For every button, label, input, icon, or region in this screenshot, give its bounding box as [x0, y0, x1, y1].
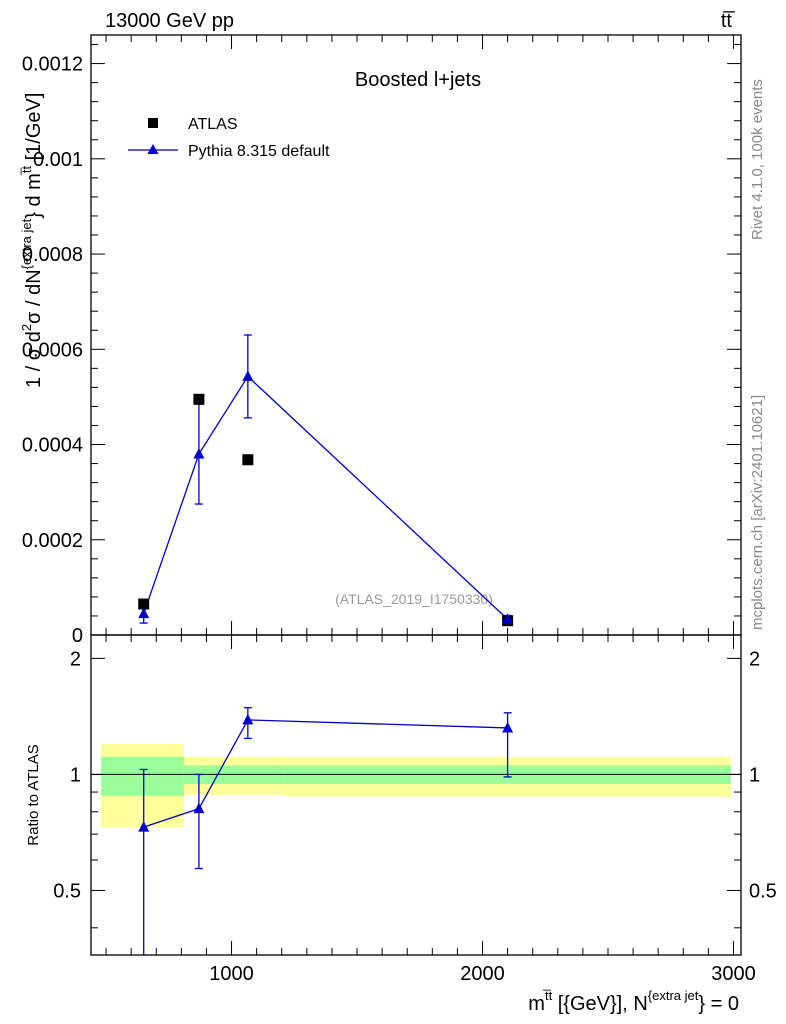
ratio-pythia-line	[143, 719, 508, 828]
ratio-pythia-point	[193, 802, 205, 814]
atlas-point	[242, 454, 254, 466]
main-y-label-p4: [1/GeV]	[23, 93, 45, 166]
main-y-tick-label: 0.0002	[22, 530, 83, 552]
ratio-pythia-point	[502, 721, 514, 733]
ratio-y-tick-label-left: 2	[70, 648, 81, 670]
main-y-tick-label: 0.0004	[22, 435, 83, 457]
ratio-y-tick-label-left: 1	[70, 764, 81, 786]
main-y-label: 1 / σ d2σ / dN{extra jet} d mt̅t [1/GeV]	[19, 93, 45, 388]
pythia-point	[138, 607, 150, 619]
legend-atlas-marker	[148, 118, 158, 128]
legend-atlas-label: ATLAS	[188, 116, 238, 133]
main-y-tick-label: 0	[72, 625, 83, 647]
main-y-tick-label: 0.0008	[22, 244, 83, 266]
atlas-point	[138, 598, 150, 610]
ratio-bands	[91, 743, 741, 828]
ratio-y-tick-label-right: 2	[749, 648, 760, 670]
main-y-label-p3-sup: t̅t	[19, 166, 34, 176]
main-title: Boosted l+jets	[355, 69, 481, 91]
x-tick-label: 2000	[460, 963, 505, 985]
analysis-label: (ATLAS_2019_I1750330)	[335, 591, 493, 607]
rivet-label: Rivet 4.1.0, 100k events	[749, 79, 766, 240]
pythia-point	[193, 448, 205, 459]
pythia-line	[143, 375, 509, 620]
main-y-ticks: 0 0.0002 0.0004 0.0006 0.0008 0.001 0.0012	[22, 35, 741, 647]
ratio-frame	[90, 634, 742, 956]
main-y-tick-label: 0.0006	[22, 339, 83, 361]
ratio-pythia-point	[138, 821, 150, 832]
x-label-p1: m	[528, 993, 545, 1015]
x-label-p2: [{GeV}], N	[552, 993, 648, 1015]
atlas-point	[193, 393, 205, 405]
ratio-y-tick-label-right: 0.5	[749, 880, 777, 902]
ratio-y-tick-label-right: 1	[749, 764, 760, 786]
legend-pythia-label: Pythia 8.315 default	[188, 143, 330, 160]
ratio-y-tick-label-left: 0.5	[53, 880, 81, 902]
pythia-point	[242, 370, 254, 381]
pythia-point	[502, 613, 514, 624]
ratio-band-inner	[101, 756, 184, 796]
main-y-label-p2: σ / dN	[23, 269, 45, 324]
ratio-panel: 0.5 0.5 1 1 2 2 1000 2000 3000 Ratio to ATLAS mt…	[25, 634, 777, 1015]
energy-label: 13000 GeV pp	[105, 10, 234, 32]
x-label-p3: } = 0	[698, 993, 739, 1015]
main-y-label-p3: } d m	[23, 173, 45, 219]
x-label-p2-sup: {extra jet	[648, 988, 699, 1003]
legend-pythia-marker	[147, 144, 159, 154]
main-y-tick-label: 0.001	[33, 149, 83, 171]
x-axis-label: mt̅t [{GeV}], N{extra jet} = 0	[528, 988, 739, 1015]
main-panel: Boosted l+jets (ATLAS_2019_I1750330) ATL…	[19, 34, 742, 647]
main-y-label-p2-sup: {extra jet	[19, 218, 34, 269]
x-tick-label: 1000	[209, 963, 254, 985]
ratio-marks	[138, 707, 514, 955]
mcplots-label: mcplots.cern.ch [arXiv:2401.10621]	[749, 395, 766, 630]
main-y-label-p1: 1 / σ d	[23, 331, 45, 388]
x-tick-label: 3000	[711, 963, 756, 985]
ratio-y-label: Ratio to ATLAS	[25, 744, 42, 845]
main-y-label-p1-sup: 2	[19, 324, 34, 331]
main-y-tick-label: 0.0012	[22, 54, 83, 76]
process-label: tt̅	[721, 10, 735, 32]
main-marks	[138, 334, 514, 627]
ratio-pythia-point	[242, 713, 254, 725]
x-label-p1-sup: t̅t	[543, 988, 553, 1003]
ratio-ticks: 0.5 0.5 1 1 2 2 1000 2000 3000	[53, 635, 777, 985]
